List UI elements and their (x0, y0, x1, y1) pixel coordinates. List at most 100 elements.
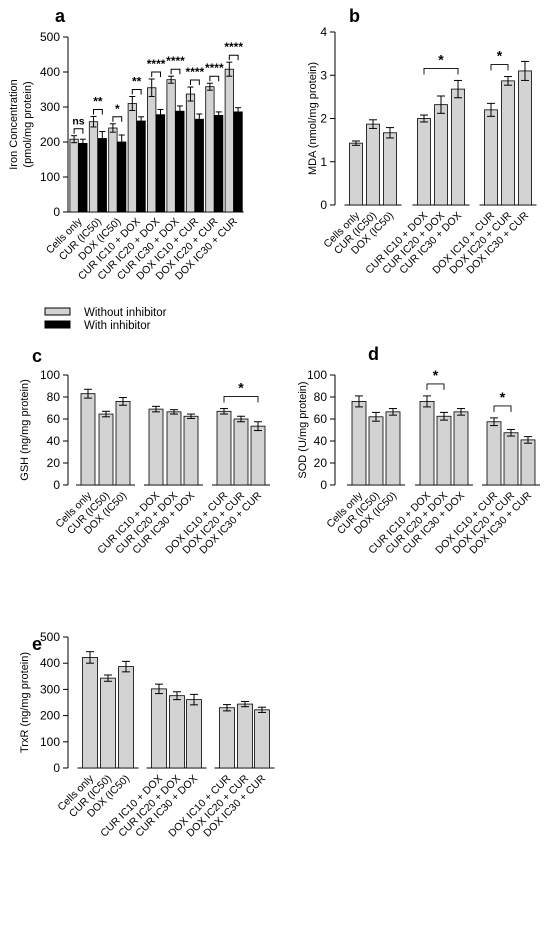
legend-swatch-without-inhibitor (44, 307, 71, 316)
bar (82, 657, 98, 769)
bar-with-inhibitor (214, 115, 224, 213)
legend-swatch-with-inhibitor (44, 320, 71, 329)
y-tick-label: 20 (314, 456, 328, 470)
bar (219, 707, 235, 769)
bar (250, 425, 266, 486)
significance-bracket (93, 108, 103, 115)
y-axis-label: SOD (U/mg protein) (297, 381, 309, 478)
bar (351, 400, 367, 486)
bar (518, 70, 532, 206)
y-tick-label: 40 (314, 434, 328, 448)
y-tick-label: 0 (53, 478, 60, 492)
panel-letter: e (32, 634, 42, 654)
bar-with-inhibitor (117, 141, 127, 213)
significance-label: ns (72, 116, 84, 128)
significance-bracket (170, 68, 181, 75)
bar (417, 118, 431, 206)
legend-label-without-inhibitor: Without inhibitor (84, 307, 167, 319)
significance-bracket (131, 89, 142, 95)
bar (148, 408, 164, 486)
significance-label: * (115, 102, 120, 116)
legend-label-with-inhibitor: With inhibitor (84, 320, 151, 332)
y-tick-label: 0 (53, 205, 60, 219)
significance-label: * (500, 389, 506, 405)
y-tick-label: 500 (40, 630, 60, 644)
y-tick-label: 3 (320, 68, 327, 82)
y-tick-label: 400 (40, 656, 60, 670)
significance-bracket (73, 128, 84, 134)
significance-label: **** (186, 65, 205, 79)
y-tick-label: 40 (47, 434, 61, 448)
bar (453, 411, 469, 486)
significance-label: **** (147, 57, 166, 71)
bar-without-inhibitor (166, 79, 176, 213)
y-tick-label: 60 (314, 412, 328, 426)
y-tick-label: 300 (40, 682, 60, 696)
bar (436, 415, 452, 486)
bar-with-inhibitor (175, 110, 185, 213)
y-tick-label: 200 (40, 709, 60, 723)
bar-without-inhibitor (88, 121, 99, 213)
bar-without-inhibitor (224, 68, 234, 213)
bar-with-inhibitor (136, 120, 146, 213)
bar (166, 411, 182, 486)
y-tick-label: 80 (314, 390, 328, 404)
chart-panel-a: a 0 100 200 300 400 500 Iron Concentration (pmol… (8, 6, 244, 283)
y-axis-label: TrxR (ng/mg protein) (19, 652, 31, 753)
y-tick-label: 0 (53, 761, 60, 775)
y-tick-label: 200 (40, 135, 60, 149)
bar (520, 439, 536, 486)
significance-label: ** (132, 75, 142, 89)
bar (98, 413, 114, 486)
significance-bracket (423, 67, 459, 75)
bar (115, 400, 131, 486)
bar (237, 703, 253, 769)
y-tick-label: 1 (320, 155, 327, 169)
significance-bracket (190, 79, 200, 86)
y-tick-label: 100 (307, 368, 327, 382)
bar (419, 400, 435, 486)
significance-label: **** (224, 40, 243, 54)
y-tick-label: 400 (40, 65, 60, 79)
bar (501, 80, 515, 206)
bar (366, 123, 380, 206)
bar-with-inhibitor (97, 138, 107, 213)
bar (118, 666, 134, 769)
bar (233, 418, 249, 486)
bar (183, 415, 199, 486)
significance-bracket (426, 383, 445, 390)
y-tick-label: 4 (320, 25, 327, 39)
y-tick-label: 60 (47, 412, 61, 426)
significance-label: * (238, 380, 244, 396)
significance-label: **** (166, 54, 185, 68)
bar (383, 132, 397, 206)
y-tick-label: 20 (47, 456, 61, 470)
bar-without-inhibitor (147, 87, 157, 213)
y-tick-label: 100 (40, 368, 60, 382)
significance-label: * (438, 51, 444, 67)
y-tick-label: 300 (40, 100, 60, 114)
significance-label: ** (93, 94, 103, 108)
bar-without-inhibitor (69, 138, 79, 213)
bar (151, 688, 167, 769)
bar-with-inhibitor (233, 111, 243, 213)
y-tick-label: 0 (320, 478, 327, 492)
bar-with-inhibitor (194, 118, 204, 213)
y-tick-label: 80 (47, 390, 61, 404)
bar (503, 432, 519, 486)
significance-bracket (223, 396, 259, 403)
bar (169, 695, 185, 769)
bar (349, 142, 363, 206)
bar (385, 411, 401, 486)
significance-label: **** (205, 61, 224, 75)
significance-bracket (490, 64, 509, 71)
legend: Without inhibitor With inhibitor (44, 307, 167, 332)
bar (100, 677, 116, 769)
panel-letter: a (55, 6, 66, 26)
panel-letter: b (349, 6, 360, 26)
